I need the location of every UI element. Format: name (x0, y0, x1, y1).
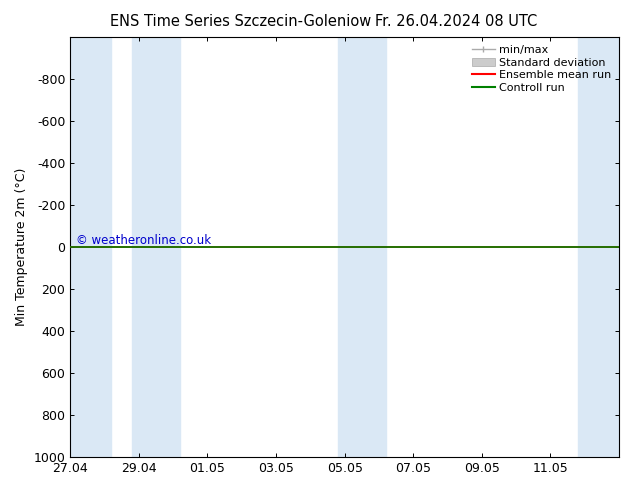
Legend: min/max, Standard deviation, Ensemble mean run, Controll run: min/max, Standard deviation, Ensemble me… (470, 43, 614, 96)
Y-axis label: Min Temperature 2m (°C): Min Temperature 2m (°C) (15, 168, 28, 326)
Bar (132, 37, 180, 457)
Text: Fr. 26.04.2024 08 UTC: Fr. 26.04.2024 08 UTC (375, 14, 538, 29)
Bar (70, 37, 112, 457)
Text: © weatheronline.co.uk: © weatheronline.co.uk (76, 234, 211, 247)
Bar (338, 37, 386, 457)
Text: ENS Time Series Szczecin-Goleniow: ENS Time Series Szczecin-Goleniow (110, 14, 372, 29)
Bar (578, 37, 619, 457)
